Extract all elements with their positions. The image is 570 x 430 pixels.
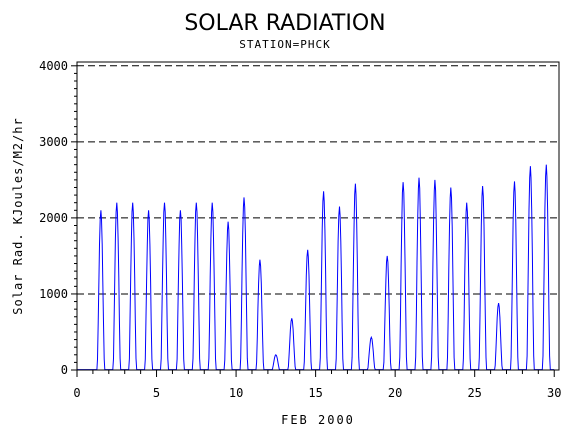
series-line-solar-radiation [77,164,555,371]
x-tick-label: 15 [308,386,322,400]
x-tick-label: 30 [547,386,561,400]
x-axis-label: FEB 2000 [281,413,355,427]
x-tick-label: 10 [229,386,243,400]
y-axis: 0 1000 2000 3000 4000 [39,59,77,377]
x-tick-label: 0 [73,386,80,400]
gridlines [77,65,559,295]
y-tick-label: 1000 [39,287,68,301]
x-tick-label: 5 [153,386,160,400]
x-tick-label: 20 [388,386,402,400]
chart-title: SOLAR RADIATION [184,11,385,36]
chart-subtitle: STATION=PHCK [239,38,330,51]
x-axis: 0 5 10 15 20 25 30 [73,370,561,400]
y-tick-label: 3000 [39,135,68,149]
y-tick-label: 4000 [39,59,68,73]
y-axis-label: Solar Rad. KJoules/M2/hr [11,117,25,314]
plot-frame [76,61,560,371]
x-tick-label: 25 [467,386,481,400]
y-tick-label: 2000 [39,211,68,225]
data-series [77,164,555,371]
y-tick-label: 0 [61,363,68,377]
